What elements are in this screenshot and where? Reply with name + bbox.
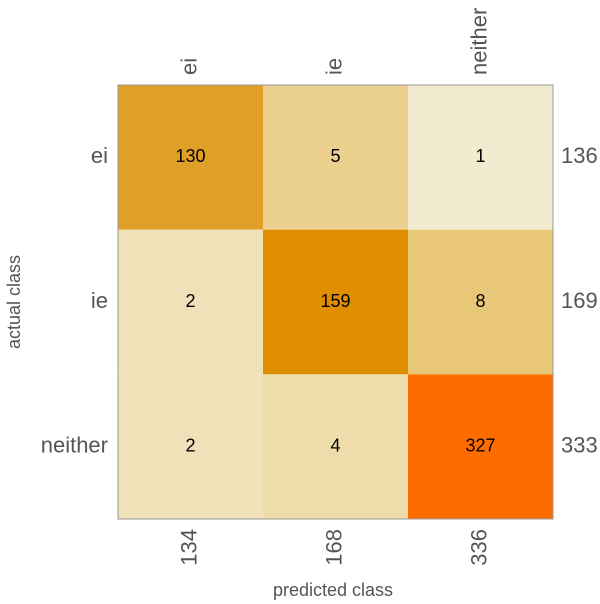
cell	[118, 229, 263, 375]
row-total: 169	[561, 288, 598, 313]
cell	[118, 85, 263, 230]
cell	[263, 374, 408, 519]
x-tick-label: ei	[176, 58, 201, 75]
cell-label: 2	[185, 291, 195, 311]
y-tick-label: neither	[41, 432, 108, 457]
cell-label: 1	[475, 146, 485, 166]
cell	[263, 85, 408, 230]
x-tick-label: neither	[466, 8, 491, 75]
y-tick-label: ie	[91, 288, 108, 313]
x-axis-label: predicted class	[273, 580, 393, 600]
cell-label: 2	[185, 435, 195, 455]
cell	[408, 229, 553, 375]
cell	[118, 374, 263, 519]
row-total: 136	[561, 143, 598, 168]
cell	[408, 85, 553, 230]
cell	[408, 374, 553, 519]
cell-label: 159	[320, 291, 350, 311]
cell-label: 327	[465, 435, 495, 455]
plot-frame	[117, 84, 554, 520]
cell-label: 4	[330, 435, 340, 455]
cell	[263, 229, 408, 375]
cell-label: 8	[475, 291, 485, 311]
y-tick-label: ei	[91, 143, 108, 168]
column-total: 336	[466, 529, 491, 566]
cell-label: 5	[330, 146, 340, 166]
column-total: 134	[176, 529, 201, 566]
y-axis-label: actual class	[4, 255, 24, 349]
row-total: 333	[561, 432, 598, 457]
x-tick-label: ie	[321, 58, 346, 75]
cell-label: 130	[175, 146, 205, 166]
column-total: 168	[321, 529, 346, 566]
